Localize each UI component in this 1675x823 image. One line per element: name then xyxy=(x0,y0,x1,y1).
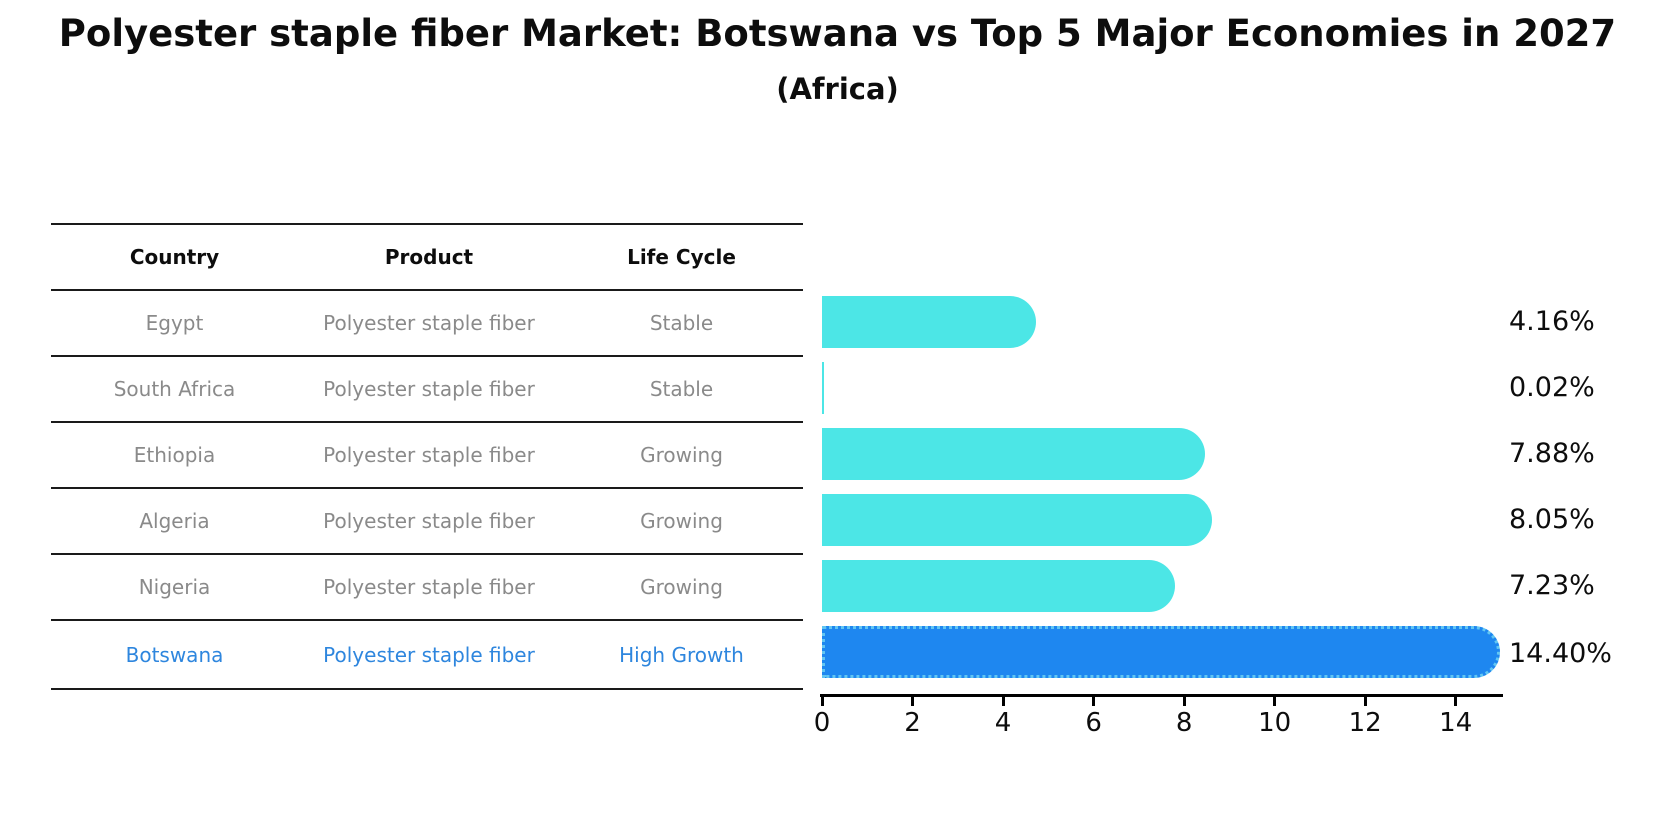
x-axis-tick-label: 10 xyxy=(1258,708,1292,738)
column-header-life-cycle: Life Cycle xyxy=(627,245,736,269)
x-axis-tick-label: 4 xyxy=(994,708,1012,738)
cell-country: South Africa xyxy=(113,377,236,401)
cell-life-cycle: Growing xyxy=(640,443,723,467)
value-label: 7.23% xyxy=(1509,570,1595,601)
cell-life-cycle: High Growth xyxy=(619,642,744,667)
chart-subtitle: (Africa) xyxy=(776,72,899,106)
table-row: Ethiopia Polyester staple fiber Growing xyxy=(51,423,803,489)
table-row: Nigeria Polyester staple fiber Growing xyxy=(51,555,803,621)
x-axis xyxy=(820,694,1503,697)
bar-nigeria xyxy=(822,560,1176,612)
x-axis-tick xyxy=(1454,697,1458,706)
country-table: Country Product Life Cycle Egypt Polyeste… xyxy=(51,223,803,690)
bar-ethiopia xyxy=(822,428,1205,480)
x-axis-tick xyxy=(1273,697,1277,706)
x-axis-tick xyxy=(1363,697,1367,706)
value-label: 8.05% xyxy=(1509,504,1595,535)
cell-country: Botswana xyxy=(125,642,224,667)
column-header-product: Product xyxy=(384,245,474,269)
bar-botswana xyxy=(822,626,1500,678)
table-row: South Africa Polyester staple fiber Stable xyxy=(51,357,803,423)
value-label: 7.88% xyxy=(1509,438,1595,469)
bar-egypt xyxy=(822,296,1037,348)
cell-country: Ethiopia xyxy=(133,443,216,467)
x-axis-tick-label: 8 xyxy=(1175,708,1193,738)
value-label: 0.02% xyxy=(1509,372,1595,403)
cell-life-cycle: Growing xyxy=(640,575,723,599)
cell-product: Polyester staple fiber xyxy=(323,377,535,401)
x-axis-tick-label: 6 xyxy=(1085,708,1102,738)
x-axis-tick xyxy=(1001,697,1005,706)
cell-product: Polyester staple fiber xyxy=(323,575,535,599)
cell-product: Polyester staple fiber xyxy=(323,642,535,667)
x-axis-tick-label: 14 xyxy=(1439,708,1473,738)
cell-product: Polyester staple fiber xyxy=(323,311,535,335)
cell-life-cycle: Growing xyxy=(640,509,723,533)
table-header-row: Country Product Life Cycle xyxy=(51,225,803,291)
cell-country: Algeria xyxy=(139,509,210,533)
x-axis-tick xyxy=(1092,697,1096,706)
x-axis-tick xyxy=(911,697,915,706)
table-row: Egypt Polyester staple fiber Stable xyxy=(51,291,803,357)
value-label: 14.40% xyxy=(1509,638,1612,669)
cell-product: Polyester staple fiber xyxy=(323,509,535,533)
cell-country: Nigeria xyxy=(138,575,211,599)
x-axis-tick xyxy=(820,697,824,706)
table-row: Algeria Polyester staple fiber Growing xyxy=(51,489,803,555)
cell-life-cycle: Stable xyxy=(649,311,714,335)
cell-product: Polyester staple fiber xyxy=(323,443,535,467)
bar-algeria xyxy=(822,494,1213,546)
table-row: Botswana Polyester staple fiber High Growt… xyxy=(51,621,803,690)
cell-life-cycle: Stable xyxy=(649,377,714,401)
column-header-country: Country xyxy=(129,245,220,269)
x-axis-tick-label: 12 xyxy=(1348,708,1382,738)
x-axis-tick xyxy=(1182,697,1186,706)
x-axis-tick-label: 0 xyxy=(813,708,831,738)
x-axis-tick-label: 2 xyxy=(904,708,921,738)
chart-title: Polyester staple fiber Market: Botswana … xyxy=(58,12,1617,55)
cell-country: Egypt xyxy=(145,311,204,335)
bar-south-africa xyxy=(822,362,824,414)
value-label: 4.16% xyxy=(1509,306,1595,337)
